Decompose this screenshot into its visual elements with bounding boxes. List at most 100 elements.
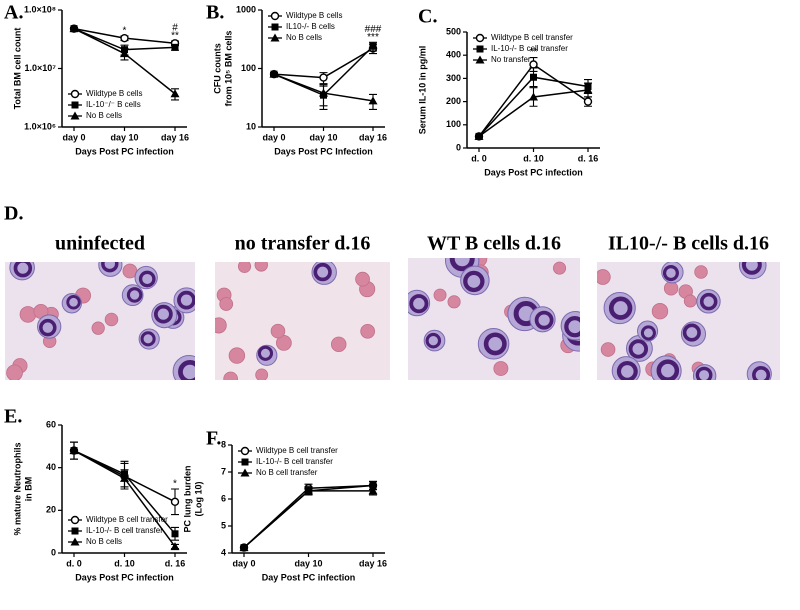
marker: [239, 543, 249, 552]
marker: [270, 33, 280, 42]
legend-label: IL-10-/- B cell transfer: [86, 526, 163, 535]
red-cell: [19, 306, 37, 323]
x-tick-label: day 16: [359, 558, 387, 568]
legend-label: No B cells: [86, 111, 122, 120]
marker: [475, 55, 485, 64]
red-cell: [104, 312, 119, 327]
marker: [369, 42, 377, 50]
marker: [120, 49, 129, 58]
x-axis-label: Days Post PC Infection: [274, 146, 373, 156]
legend-label: Wildtype B cell transfer: [256, 446, 338, 455]
red-cell: [6, 364, 23, 380]
x-tick-label: day 0: [62, 132, 85, 142]
marker: [70, 89, 80, 99]
x-tick-label: day 0: [262, 132, 285, 142]
marker: [171, 43, 179, 51]
red-cell: [254, 262, 268, 272]
x-tick-label: d. 16: [578, 153, 599, 163]
marker: [369, 482, 377, 489]
red-cell: [223, 371, 238, 380]
annotation: *: [123, 26, 127, 37]
annotation: **: [171, 31, 179, 42]
nucleus: [39, 318, 57, 337]
red-cell: [433, 288, 447, 302]
red-cell: [493, 361, 509, 376]
marker: [69, 24, 79, 33]
y-tick-label: 40: [46, 462, 56, 472]
panel-letter: A.: [4, 2, 23, 24]
x-tick-label: d. 10: [523, 153, 544, 163]
legend-label: Wildtype B cells: [86, 89, 142, 98]
x-axis-label: Day Post PC infection: [262, 572, 356, 582]
y-tick-label: 8: [221, 439, 226, 449]
red-cell: [219, 297, 234, 311]
y-tick-label: 1.0×10⁶: [24, 121, 56, 131]
marker: [530, 73, 537, 81]
x-tick-label: d. 0: [66, 558, 82, 568]
x-tick-label: day 10: [294, 558, 322, 568]
red-cell: [360, 323, 375, 339]
annotation: ***: [367, 32, 379, 43]
x-tick-label: day 16: [359, 132, 387, 142]
red-cell: [600, 342, 616, 357]
x-tick-label: d. 10: [114, 558, 135, 568]
marker: [270, 11, 280, 21]
legend-label: Wildtype B cell transfer: [86, 515, 168, 524]
nucleus: [13, 262, 33, 278]
nucleus: [662, 265, 679, 282]
legend-label: IL-10⁻/⁻ B cells: [86, 100, 141, 109]
micrograph: [597, 262, 780, 380]
red-cell: [651, 303, 669, 320]
marker: [171, 530, 179, 538]
nucleus: [463, 270, 485, 293]
legend-label: IL-10-/- B cell transfer: [491, 44, 568, 53]
annotation: ###: [365, 24, 382, 35]
red-cell: [270, 323, 286, 339]
y-tick-label: 400: [446, 50, 461, 60]
y-axis-label: % mature Neutrophils: [12, 442, 22, 535]
nucleus: [313, 262, 332, 282]
y-axis-label: CFU counts: [212, 43, 222, 94]
x-tick-label: day 16: [161, 132, 189, 142]
marker: [476, 45, 484, 53]
legend-label: Wildtype B cells: [286, 11, 342, 20]
y-tick-label: 1.0×10⁸: [24, 4, 56, 14]
x-axis-label: Days Post PC infection: [75, 146, 174, 156]
micrograph-label: uninfected: [55, 233, 145, 255]
micrograph: [5, 262, 195, 380]
panel-letter: E.: [4, 406, 22, 428]
y-tick-label: 200: [446, 96, 461, 106]
y-tick-label: 10: [246, 121, 256, 131]
marker: [69, 446, 79, 455]
marker: [319, 88, 328, 97]
nucleus: [66, 295, 81, 310]
legend-label: No B cells: [286, 33, 322, 42]
red-cell: [275, 335, 292, 351]
series-line: [243, 490, 373, 549]
legend-label: Wildtype B cell transfer: [491, 33, 573, 42]
marker: [71, 101, 79, 109]
marker: [368, 96, 378, 105]
nucleus: [628, 339, 649, 359]
red-cell: [597, 269, 611, 285]
y-axis-label: PC lung burden: [182, 466, 192, 533]
red-cell: [255, 368, 269, 380]
marker: [271, 23, 279, 31]
red-cell: [694, 265, 708, 279]
nucleus: [608, 296, 633, 320]
y-axis-label: from 10⁵ BM cells: [223, 31, 233, 107]
marker: [70, 515, 80, 525]
x-axis-label: Days Post PC infection: [484, 167, 583, 177]
marker: [368, 486, 378, 495]
micrograph-label: IL10-/- B cells d.16: [608, 233, 769, 255]
marker: [170, 542, 180, 551]
red-cell: [355, 271, 370, 287]
x-tick-label: d. 0: [471, 153, 487, 163]
y-axis-label: Serum IL-10 in pg/ml: [417, 46, 427, 135]
nucleus: [640, 325, 656, 341]
y-axis-label: (Log 10): [193, 481, 203, 516]
legend-label: No B cell transfer: [256, 468, 318, 477]
x-tick-label: d. 16: [165, 558, 186, 568]
marker: [304, 486, 313, 495]
